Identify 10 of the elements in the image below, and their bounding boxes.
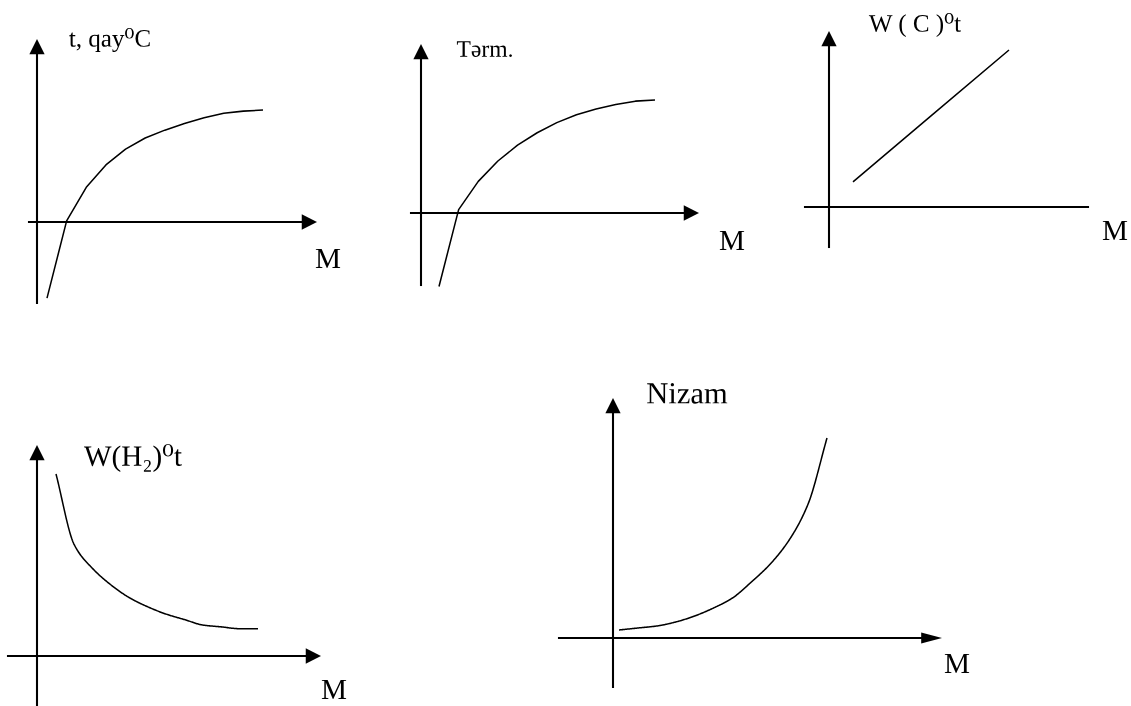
y-axis-title: Nizam (647, 383, 728, 404)
x-axis-title: M (321, 679, 347, 700)
y-axis-title: W ( C )⁰t (868, 13, 961, 37)
x-axis-title: M (719, 230, 745, 251)
y-axis-title: W(H₂)⁰t (84, 444, 182, 472)
x-axis-title: M (315, 248, 341, 269)
y-axis-title: t, qay⁰C (69, 28, 150, 52)
y-axis-title: Tərm. (456, 41, 512, 58)
x-axis-title: M (1102, 220, 1128, 241)
x-axis-title: M (944, 653, 970, 674)
